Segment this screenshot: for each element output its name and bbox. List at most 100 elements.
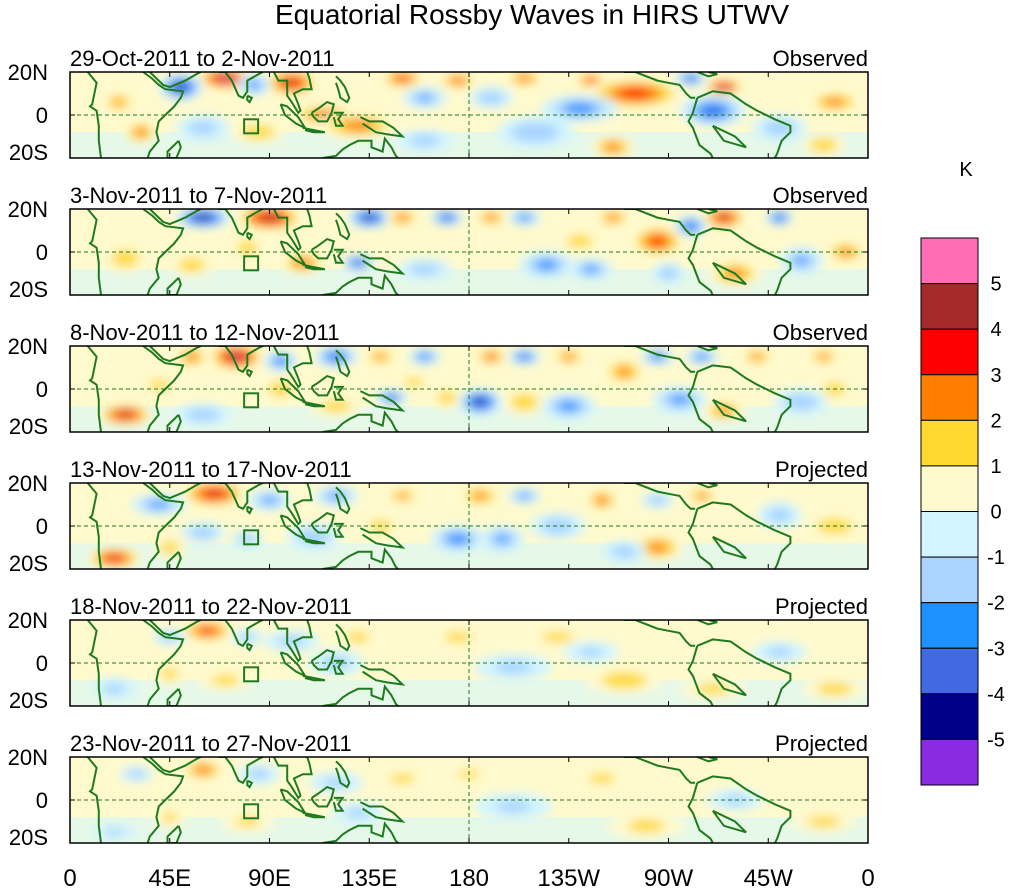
coastline <box>218 620 264 648</box>
anomaly-contour <box>178 258 206 272</box>
coastline <box>359 390 406 412</box>
panel-period-label: 29-Oct-2011 to 2-Nov-2011 <box>70 46 335 71</box>
anomaly-contour <box>650 237 665 246</box>
coastline <box>142 72 185 158</box>
anomaly-contour <box>616 367 632 377</box>
anomaly-contour <box>472 492 488 500</box>
coastlines <box>86 346 792 432</box>
anomaly-contour <box>247 768 270 780</box>
anomaly-contour <box>446 533 470 545</box>
coastline <box>86 757 102 843</box>
anomaly-contour <box>441 214 453 221</box>
coastline <box>310 374 336 397</box>
colorbar-swatch <box>920 511 979 558</box>
anomaly-contour <box>232 354 241 359</box>
coastline <box>332 522 345 538</box>
colorbar-swatch <box>920 328 979 376</box>
anomaly-contour <box>409 263 440 276</box>
anomaly-contour <box>477 91 505 105</box>
anomaly-contour <box>670 395 689 405</box>
anomaly-contour <box>273 356 288 366</box>
y-tick-label: 20N <box>8 471 48 496</box>
y-tick-label: 20S <box>9 140 48 165</box>
anomaly-contour <box>583 265 599 273</box>
coastline <box>696 501 792 569</box>
x-tick-label: 90E <box>248 865 291 890</box>
anomaly-contour <box>103 683 126 695</box>
anomaly-contour <box>127 769 146 779</box>
coastline <box>302 811 326 819</box>
anomaly-contour <box>484 214 499 221</box>
anomaly-contour <box>750 353 764 360</box>
anomaly-contour <box>495 535 509 543</box>
coastline <box>359 253 406 275</box>
coastline <box>218 483 264 511</box>
anomaly-contour <box>766 647 793 658</box>
coastline <box>86 620 102 706</box>
anomaly-contour <box>237 533 258 544</box>
anomaly-contour <box>345 808 371 818</box>
anomaly-contour <box>558 401 580 412</box>
colorbar-swatch <box>920 693 979 740</box>
anomaly-contour <box>199 627 216 634</box>
anomaly-contour <box>807 816 841 827</box>
coastline <box>166 277 182 295</box>
anomaly-contour <box>104 828 125 836</box>
coastline <box>273 346 313 389</box>
colorbar-swatch <box>920 419 979 467</box>
anomaly-contour <box>176 84 186 90</box>
coastline <box>332 248 345 264</box>
anomaly-contour <box>320 400 352 413</box>
coastline <box>142 209 185 295</box>
colorbar-label: -4 <box>987 684 1005 706</box>
panel-kind-label: Projected <box>775 731 868 756</box>
coastline <box>332 385 345 401</box>
coastline <box>149 757 202 774</box>
anomaly-contour <box>364 215 375 220</box>
coastline <box>624 757 696 784</box>
anomaly-contour <box>563 103 596 115</box>
coastline <box>711 535 747 560</box>
anomaly-contour <box>595 495 609 505</box>
panel-kind-label: Observed <box>773 320 868 345</box>
anomaly-contour <box>621 88 650 99</box>
coastline <box>310 648 336 671</box>
reference-box <box>243 255 260 272</box>
panels: 20N 0 20S 29-Oct-2011 to 2-Nov-2011 Observed… <box>8 46 869 850</box>
coastline <box>273 757 313 800</box>
anomaly-contour <box>444 631 472 643</box>
anomaly-contour <box>810 138 838 152</box>
coastline <box>687 371 714 432</box>
coastline <box>218 757 264 785</box>
reference-box <box>243 529 260 546</box>
panel: 20N 0 20S 23-Nov-2011 to 27-Nov-2011 Project… <box>8 731 869 850</box>
x-tick-label: 0 <box>861 865 874 890</box>
coastline <box>696 757 718 763</box>
anomaly-contour <box>541 518 574 534</box>
y-tick-label: 0 <box>36 240 48 265</box>
coastline <box>696 638 792 706</box>
coastline <box>310 100 336 123</box>
coastline <box>332 111 345 127</box>
coastline <box>687 234 714 295</box>
anomaly-contour <box>475 399 485 405</box>
colorbar-swatch <box>920 738 979 786</box>
coastline <box>142 620 185 706</box>
coastline <box>166 825 182 843</box>
anomaly-contour <box>390 773 415 784</box>
x-tick-label: 45W <box>744 865 794 890</box>
coastline <box>711 261 747 286</box>
anomaly-contour <box>603 142 623 152</box>
panel: 20N 0 20S 29-Oct-2011 to 2-Nov-2011 Observed <box>8 46 869 165</box>
chart-title: Equatorial Rossby Waves in HIRS UTWV <box>275 0 789 30</box>
coastline <box>322 821 399 843</box>
colorbar-label: -5 <box>987 729 1005 751</box>
anomaly-contour <box>647 495 668 506</box>
y-tick-label: 20S <box>9 688 48 713</box>
coastline <box>322 410 399 432</box>
colorbar-units: K <box>959 159 973 181</box>
anomaly-contour <box>160 541 180 554</box>
anomaly-contour <box>795 256 808 265</box>
coastline <box>359 527 406 549</box>
field-blobs <box>103 209 868 287</box>
